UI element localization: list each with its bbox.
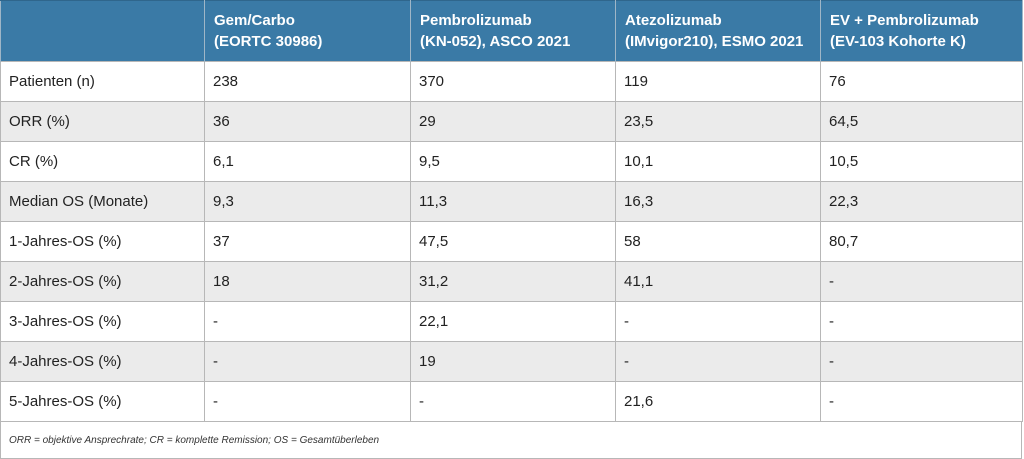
- row-label: Median OS (Monate): [0, 181, 205, 222]
- table-cell: 31,2: [410, 261, 616, 302]
- table-cell: -: [820, 341, 1023, 382]
- table-cell: 76: [820, 61, 1023, 102]
- table-cell: -: [204, 381, 411, 422]
- footnote-text: ORR = objektive Ansprechrate; CR = kompl…: [9, 434, 380, 446]
- table-cell: 47,5: [410, 221, 616, 262]
- header-row: Gem/Carbo (EORTC 30986) Pembrolizumab (K…: [0, 0, 1023, 62]
- table-cell: 16,3: [615, 181, 821, 222]
- comparison-table: Gem/Carbo (EORTC 30986) Pembrolizumab (K…: [0, 0, 1023, 422]
- table-cell: 238: [204, 61, 411, 102]
- header-line1: Pembrolizumab: [420, 12, 532, 29]
- table-cell: 23,5: [615, 101, 821, 142]
- table-cell: 58: [615, 221, 821, 262]
- row-label: 2-Jahres-OS (%): [0, 261, 205, 302]
- table-row: CR (%) 6,1 9,5 10,1 10,5: [0, 141, 1023, 182]
- table-cell: 370: [410, 61, 616, 102]
- table-row: 3-Jahres-OS (%) - 22,1 - -: [0, 301, 1023, 342]
- table-cell: 36: [204, 101, 411, 142]
- table-cell: 22,3: [820, 181, 1023, 222]
- table-cell: -: [820, 261, 1023, 302]
- header-cell-atezolizumab: Atezolizumab (IMvigor210), ESMO 2021: [615, 0, 821, 62]
- table-cell: 29: [410, 101, 616, 142]
- table-body: Patienten (n) 238 370 119 76 ORR (%) 36 …: [0, 61, 1023, 422]
- table-row: ORR (%) 36 29 23,5 64,5: [0, 101, 1023, 142]
- table-cell: 119: [615, 61, 821, 102]
- header-line2: (EORTC 30986): [214, 33, 323, 50]
- table-row: 1-Jahres-OS (%) 37 47,5 58 80,7: [0, 221, 1023, 262]
- table-row: 5-Jahres-OS (%) - - 21,6 -: [0, 381, 1023, 422]
- table-cell: 9,5: [410, 141, 616, 182]
- table-cell: 41,1: [615, 261, 821, 302]
- row-label: 1-Jahres-OS (%): [0, 221, 205, 262]
- row-label: Patienten (n): [0, 61, 205, 102]
- header-cell-empty: [0, 0, 205, 62]
- table-cell: -: [204, 301, 411, 342]
- table-cell: 10,1: [615, 141, 821, 182]
- table-cell: 11,3: [410, 181, 616, 222]
- table-cell: -: [204, 341, 411, 382]
- header-line2: (IMvigor210), ESMO 2021: [625, 33, 804, 50]
- table-row: Patienten (n) 238 370 119 76: [0, 61, 1023, 102]
- header-line1: Gem/Carbo: [214, 12, 295, 29]
- table-cell: 19: [410, 341, 616, 382]
- row-label: 3-Jahres-OS (%): [0, 301, 205, 342]
- table-cell: 21,6: [615, 381, 821, 422]
- header-line1: Atezolizumab: [625, 12, 722, 29]
- table-row: 4-Jahres-OS (%) - 19 - -: [0, 341, 1023, 382]
- row-label: CR (%): [0, 141, 205, 182]
- table-cell: 37: [204, 221, 411, 262]
- header-line2: (KN-052), ASCO 2021: [420, 33, 571, 50]
- table-row: Median OS (Monate) 9,3 11,3 16,3 22,3: [0, 181, 1023, 222]
- header-cell-gem-carbo: Gem/Carbo (EORTC 30986): [204, 0, 411, 62]
- table-cell: 9,3: [204, 181, 411, 222]
- table-header: Gem/Carbo (EORTC 30986) Pembrolizumab (K…: [0, 0, 1023, 62]
- table-cell: -: [820, 301, 1023, 342]
- row-label: 5-Jahres-OS (%): [0, 381, 205, 422]
- table-cell: -: [615, 301, 821, 342]
- table-cell: 64,5: [820, 101, 1023, 142]
- table-cell: -: [410, 381, 616, 422]
- table-cell: 22,1: [410, 301, 616, 342]
- header-line2: (EV-103 Kohorte K): [830, 33, 966, 50]
- row-label: ORR (%): [0, 101, 205, 142]
- header-cell-pembrolizumab: Pembrolizumab (KN-052), ASCO 2021: [410, 0, 616, 62]
- table-cell: 80,7: [820, 221, 1023, 262]
- table-footnote: ORR = objektive Ansprechrate; CR = kompl…: [0, 422, 1022, 459]
- table-cell: -: [615, 341, 821, 382]
- table-cell: 10,5: [820, 141, 1023, 182]
- table-cell: 6,1: [204, 141, 411, 182]
- row-label: 4-Jahres-OS (%): [0, 341, 205, 382]
- header-line1: EV + Pembrolizumab: [830, 12, 979, 29]
- header-cell-ev-pembrolizumab: EV + Pembrolizumab (EV-103 Kohorte K): [820, 0, 1023, 62]
- table-row: 2-Jahres-OS (%) 18 31,2 41,1 -: [0, 261, 1023, 302]
- table-cell: -: [820, 381, 1023, 422]
- table-cell: 18: [204, 261, 411, 302]
